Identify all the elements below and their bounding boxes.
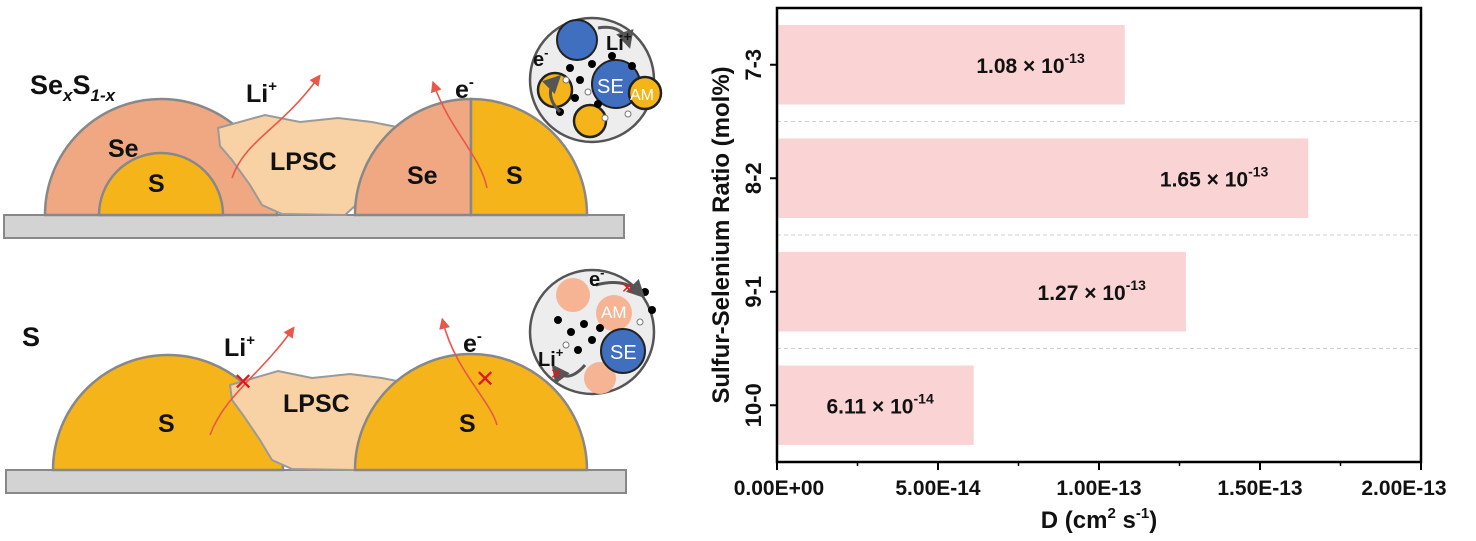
current-collector-bottom	[5, 469, 627, 494]
inset-am-label-bottom: AM	[601, 303, 627, 322]
formula-label-bottom: S	[22, 322, 40, 352]
blocked-cross-icon: ✕	[233, 369, 253, 396]
y-tick-label: 10-0	[741, 383, 766, 427]
y-axis-label: Sulfur-Selenium Ratio (mol%)	[708, 66, 735, 403]
bar-9-1	[778, 252, 1186, 332]
y-tick-label: 7-3	[741, 49, 766, 81]
x-tick-label: 2.00E-13	[1361, 477, 1446, 500]
se-half-particle	[353, 97, 473, 217]
li-ion-label-bottom: Li+	[224, 332, 255, 362]
lpsc-label: LPSC	[270, 148, 337, 176]
bar-7-3	[778, 25, 1125, 105]
grid-lines	[777, 121, 1421, 349]
li-ion-label: Li+	[246, 78, 277, 108]
x-tick-label: 1.50E-13	[1217, 477, 1302, 500]
blocked-cross-icon: ✕	[475, 366, 495, 393]
electron-blocked-arrow	[439, 317, 498, 426]
bar-value-label: 1.65 × 10-13	[1160, 163, 1269, 191]
y-tick-label: 9-1	[741, 276, 766, 308]
x-tick-label: 1.00E-13	[1056, 477, 1141, 500]
se-half-label: Se	[407, 162, 438, 190]
bottom-panel: S S LPSC S ✕ ✕ Li+ e- ✕ ✕ e	[5, 265, 656, 494]
inset-cross-icon: ✕	[550, 366, 563, 383]
bar-value-label: 1.27 × 10-13	[1038, 277, 1147, 305]
current-collector-top	[3, 214, 625, 239]
s-right-label: S	[459, 410, 476, 438]
bar-8-2	[778, 138, 1309, 218]
bar-10-0	[778, 365, 974, 445]
top-inset-circle: e- Li+ SE AM	[528, 16, 663, 144]
s-particle-right	[353, 352, 589, 472]
bottom-inset-circle: ✕ ✕ e- Li+ AM SE	[528, 265, 656, 396]
li-transport-arrow	[231, 74, 321, 179]
formula-label: SexS1-x	[30, 70, 117, 105]
li-blocked-arrow	[209, 326, 295, 436]
s-core-label: S	[148, 170, 165, 198]
diffusion-bar-chart: 1.08 × 10-13 1.65 × 10-13 1.27 × 10-13 6.11…	[708, 6, 1447, 534]
inset-li-label-bottom: Li+	[538, 345, 564, 371]
electron-transport-arrow	[430, 80, 488, 189]
inset-li-label: Li+	[606, 29, 632, 55]
inset-electron-label: e-	[533, 45, 548, 71]
schematic-illustration: SexS1-x Se S LPSC Se S Li+ e-	[3, 16, 663, 494]
inset-se-label-bottom: SE	[610, 342, 637, 364]
inset-se-label: SE	[597, 76, 624, 98]
top-panel: SexS1-x Se S LPSC Se S Li+ e-	[3, 16, 663, 239]
electron-label-bottom: e-	[463, 328, 482, 358]
s-left-label: S	[158, 410, 175, 438]
inset-am-label: AM	[630, 87, 654, 104]
x-tick-label: 5.00E-14	[895, 477, 981, 500]
s-half-label: S	[506, 162, 523, 190]
x-axis-label: D (cm2 s-1)	[1041, 505, 1157, 534]
y-tick-label: 8-2	[741, 162, 766, 194]
bar-value-labels: 1.08 × 10-13 1.65 × 10-13 1.27 × 10-13 6.11…	[826, 50, 1268, 419]
lpsc-label-bottom: LPSC	[283, 390, 350, 418]
axis-ticks: 7-3 8-2 9-1 10-0 0.00E+00 5.00E-14 1.00E-13 1.5…	[734, 49, 1447, 500]
inset-cross-icon: ✕	[621, 280, 634, 297]
s-core-particle	[97, 151, 225, 217]
bar-value-label: 1.08 × 10-13	[976, 50, 1085, 78]
inset-electron-label-bottom: e-	[589, 265, 604, 291]
electron-label: e-	[455, 74, 474, 104]
s-half-particle	[469, 97, 589, 217]
bar-value-label: 6.11 × 10-14	[826, 390, 933, 418]
bars	[778, 25, 1309, 445]
se-shell-label: Se	[108, 135, 139, 163]
x-tick-label: 0.00E+00	[734, 477, 825, 500]
